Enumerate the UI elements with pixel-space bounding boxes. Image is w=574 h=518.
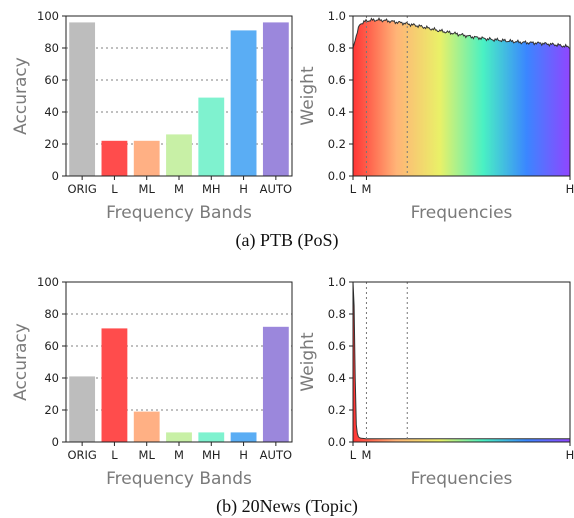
- bar-h: [230, 30, 257, 177]
- x-tick-label: AUTO: [260, 448, 292, 462]
- bar-auto: [262, 326, 289, 442]
- y-tick-label: 80: [44, 41, 59, 55]
- y-tick-label: 1.0: [328, 9, 346, 23]
- y-tick-label: 0.0: [328, 169, 346, 183]
- y-tick-label: 0.8: [328, 307, 346, 321]
- x-tick-label: M: [361, 182, 371, 196]
- x-tick-label: H: [239, 182, 248, 196]
- y-tick-label: 40: [44, 105, 59, 119]
- axes-frame: [352, 281, 571, 443]
- y-tick-label: 100: [37, 275, 59, 289]
- x-tick-label: L: [111, 182, 118, 196]
- x-tick-label: H: [566, 182, 574, 196]
- y-axis-label: Weight: [298, 66, 318, 126]
- y-tick-label: 0.0: [328, 435, 346, 449]
- x-tick-label: M: [361, 448, 371, 462]
- x-tick-label: ORIG: [67, 448, 96, 462]
- y-tick-label: 60: [44, 73, 59, 87]
- y-tick-label: 0.8: [328, 41, 346, 55]
- bar-m: [166, 134, 192, 176]
- bar-l: [101, 328, 128, 442]
- y-axis-label: Accuracy: [11, 323, 31, 401]
- bar-h: [230, 432, 257, 442]
- weight-area: [353, 282, 570, 442]
- weight-line: [353, 17, 570, 49]
- y-tick-label: 1.0: [328, 275, 346, 289]
- axes-frame: [352, 15, 571, 177]
- y-tick-label: 0.4: [328, 105, 346, 119]
- area-plot: [353, 282, 570, 442]
- y-axis-label: Accuracy: [11, 57, 31, 135]
- x-tick-label: ML: [139, 448, 156, 462]
- y-tick-label: 0.6: [328, 73, 346, 87]
- axes-frame: [65, 15, 293, 177]
- x-tick-label: L: [111, 448, 118, 462]
- caption-b: (b) 20News (Topic): [216, 496, 358, 517]
- panel-a-left: ORIG L ML M MH H AUTO 0 20 40 60 80 100 Frequency Ban…: [11, 9, 293, 223]
- panel-a-right: 0.0 0.2 0.4 0.6 0.8 1.0 L M H Frequencies Weight: [298, 9, 574, 223]
- x-axis-label: Frequencies: [411, 469, 513, 489]
- y-tick-label: 80: [44, 307, 59, 321]
- panel-b-right: 0.0 0.2 0.4 0.6 0.8 1.0 L M H Frequencies Weight: [298, 275, 574, 489]
- x-axis-label: Frequency Bands: [106, 469, 252, 489]
- x-tick-label: AUTO: [260, 182, 292, 196]
- y-tick-label: 0.2: [328, 403, 346, 417]
- x-tick-label: H: [239, 448, 248, 462]
- y-tick-label: 20: [44, 403, 59, 417]
- y-tick-label: 0.2: [328, 137, 346, 151]
- y-tick-label: 0: [52, 169, 59, 183]
- bar-mh: [198, 97, 225, 176]
- y-tick-label: 0.6: [328, 339, 346, 353]
- weight-line: [353, 282, 570, 440]
- x-axis-label: Frequency Bands: [106, 203, 252, 223]
- panel-b-left: ORIG L ML M MH H AUTO 0 20 40 60 80 100 Frequency Ban…: [11, 275, 293, 489]
- y-tick-label: 60: [44, 339, 59, 353]
- x-tick-label: M: [174, 448, 184, 462]
- y-tick-label: 20: [44, 137, 59, 151]
- caption-a: (a) PTB (PoS): [236, 230, 339, 251]
- x-tick-label: L: [350, 182, 357, 196]
- x-axis-label: Frequencies: [411, 203, 513, 223]
- x-tick-label: MH: [202, 448, 221, 462]
- bar-ml: [133, 411, 160, 442]
- bar-ml: [133, 140, 160, 176]
- x-tick-label: H: [566, 448, 574, 462]
- y-tick-label: 0: [52, 435, 59, 449]
- bar-m: [166, 432, 192, 442]
- x-tick-label: ML: [139, 182, 156, 196]
- bar-auto: [262, 22, 289, 177]
- x-tick-label: MH: [202, 182, 221, 196]
- y-tick-label: 100: [37, 9, 59, 23]
- x-tick-label: L: [350, 448, 357, 462]
- bar-orig: [69, 22, 96, 177]
- x-tick-label: ORIG: [67, 182, 96, 196]
- area-plot: [353, 17, 570, 176]
- bar-orig: [69, 376, 96, 442]
- y-tick-label: 0.4: [328, 371, 346, 385]
- x-tick-label: M: [174, 182, 184, 196]
- y-tick-label: 40: [44, 371, 59, 385]
- bar-mh: [198, 432, 225, 442]
- y-axis-label: Weight: [298, 332, 318, 392]
- axes-frame: [65, 281, 293, 443]
- bar-l: [101, 140, 128, 176]
